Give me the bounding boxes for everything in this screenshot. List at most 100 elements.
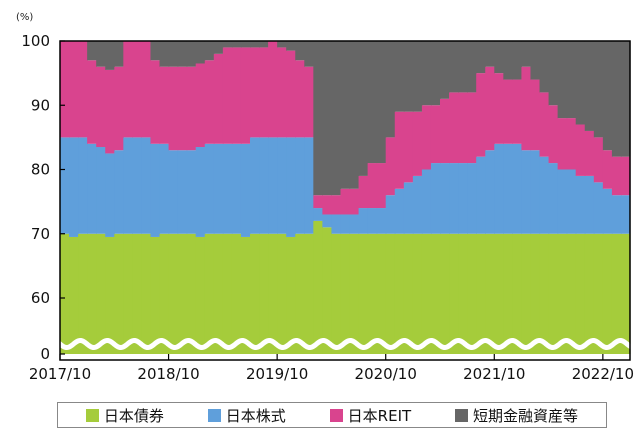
- bar-segment-0-55: [557, 233, 568, 354]
- bar-segment-2-2: [78, 41, 88, 138]
- bar-segment-0-49: [503, 233, 513, 354]
- bar-segment-0-4: [96, 233, 106, 354]
- bar-segment-3-50: [512, 41, 523, 80]
- bar-segment-3-56: [566, 41, 577, 119]
- bar-segment-2-52: [530, 79, 541, 151]
- bar-segment-3-41: [430, 41, 441, 106]
- bar-segment-1-7: [123, 137, 133, 234]
- bar-segment-1-30: [331, 214, 342, 234]
- y-unit-label: (%): [16, 12, 33, 23]
- bar-segment-3-25: [286, 41, 296, 51]
- legend-item-2: 日本REIT: [329, 405, 412, 426]
- bar-segment-0-29: [322, 227, 333, 354]
- bar-segment-1-34: [367, 208, 378, 234]
- bar-segment-2-62: [620, 156, 631, 196]
- bar-segment-1-46: [476, 156, 486, 234]
- bar-segment-2-26: [295, 60, 305, 138]
- x-tick-label-0: 2017/10: [29, 365, 91, 383]
- bar-segment-0-26: [295, 233, 305, 354]
- bar-segment-3-28: [313, 41, 323, 196]
- bar-segment-3-14: [186, 41, 197, 67]
- legend-label-2: 日本REIT: [347, 406, 412, 425]
- bar-segment-3-11: [159, 41, 170, 67]
- bar-segment-1-12: [168, 150, 179, 234]
- bar-segment-3-53: [539, 41, 550, 93]
- bar-segment-3-19: [231, 41, 242, 48]
- bar-segment-3-57: [575, 41, 586, 125]
- bar-segment-0-61: [611, 233, 622, 354]
- bar-segment-3-44: [458, 41, 468, 93]
- bar-segment-1-27: [304, 137, 314, 234]
- bar-segment-2-27: [304, 66, 314, 138]
- bar-segment-2-53: [539, 92, 550, 157]
- bar-segment-0-14: [186, 233, 197, 354]
- bar-segment-3-13: [177, 41, 188, 67]
- bar-segment-2-10: [150, 60, 161, 144]
- bar-segment-1-19: [231, 143, 242, 234]
- bar-segment-2-45: [467, 92, 477, 164]
- bar-segment-3-48: [494, 41, 504, 74]
- bar-segment-3-36: [385, 41, 396, 138]
- bar-segment-1-55: [557, 169, 568, 234]
- bar-segment-2-47: [485, 66, 495, 151]
- bar-segment-3-29: [322, 41, 333, 196]
- bar-segment-2-61: [611, 156, 622, 196]
- bar-segment-1-4: [96, 147, 106, 234]
- bar-segment-1-23: [268, 137, 278, 234]
- bar-segment-3-18: [222, 41, 233, 48]
- bar-segment-3-15: [195, 41, 206, 64]
- bar-segment-1-42: [440, 163, 450, 234]
- legend-label-0: 日本債券: [103, 406, 164, 425]
- bar-segment-2-29: [322, 195, 333, 215]
- bar-segment-3-37: [394, 41, 405, 112]
- bar-segment-1-40: [421, 169, 432, 234]
- legend-swatch-3: [455, 408, 469, 422]
- bar-segment-0-5: [105, 236, 115, 354]
- bar-segment-1-47: [485, 150, 495, 234]
- bar-segment-2-49: [503, 79, 513, 144]
- bar-segment-2-35: [376, 163, 387, 209]
- legend-item-3: 短期金融資産等: [455, 405, 578, 426]
- bar-segment-1-51: [521, 150, 532, 234]
- bar-segment-0-62: [620, 233, 631, 354]
- bar-segment-0-15: [195, 236, 206, 354]
- bar-segment-2-38: [403, 111, 414, 183]
- y-tick-label-60: 60: [31, 289, 50, 307]
- bar-segment-1-45: [467, 163, 477, 234]
- bar-segment-3-26: [295, 41, 305, 61]
- bar-segment-0-2: [78, 233, 88, 354]
- bar-segment-1-13: [177, 150, 188, 234]
- x-tick-label-4: 2021/10: [463, 365, 525, 383]
- bar-segment-3-59: [593, 41, 604, 138]
- bar-segment-2-17: [213, 53, 224, 144]
- bar-segment-2-23: [268, 41, 278, 138]
- bar-segment-0-10: [150, 236, 161, 354]
- axis-break-wave: [56, 338, 633, 350]
- bar-segment-2-21: [250, 47, 260, 138]
- bar-segment-1-48: [494, 143, 504, 234]
- bar-segment-3-62: [620, 41, 631, 157]
- bar-segment-3-52: [530, 41, 541, 80]
- bar-segment-1-57: [575, 175, 586, 234]
- bar-segment-1-36: [385, 195, 396, 234]
- bar-segment-1-60: [602, 188, 613, 234]
- bar-segment-2-44: [458, 92, 468, 164]
- bar-segment-0-50: [512, 233, 523, 354]
- y-tick-label-0: 0: [40, 345, 50, 363]
- bar-segment-0-30: [331, 233, 342, 354]
- x-tick-label-2: 2019/10: [246, 365, 308, 383]
- bar-segment-1-5: [105, 153, 115, 237]
- y-tick-label-100: 100: [21, 32, 50, 50]
- bar-segment-2-18: [222, 47, 233, 144]
- bar-segment-3-43: [449, 41, 459, 93]
- bar-segment-0-1: [69, 236, 79, 354]
- bar-segment-0-3: [87, 233, 97, 354]
- bar-segment-0-60: [602, 233, 613, 354]
- bar-segment-3-24: [277, 41, 287, 48]
- bar-segment-0-16: [204, 233, 215, 354]
- bar-segment-2-33: [358, 175, 369, 209]
- bar-segment-2-14: [186, 66, 197, 151]
- bar-segment-0-24: [277, 233, 287, 354]
- bar-segment-3-45: [467, 41, 477, 93]
- bar-segment-3-3: [87, 41, 97, 61]
